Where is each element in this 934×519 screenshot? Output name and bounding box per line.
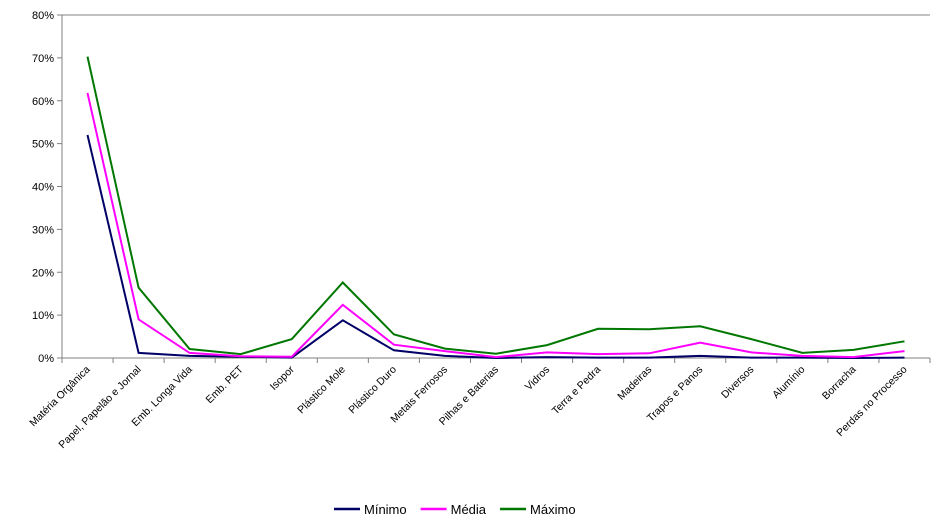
x-axis-ticks: [61, 358, 931, 363]
x-category-label: Borracha: [820, 364, 859, 403]
y-tick-label: 0%: [38, 353, 54, 365]
series-line-2: [86, 92, 905, 359]
x-category-label: Papel, Papelão e Jornal: [56, 364, 143, 451]
x-category-label: Plástico Mole: [295, 364, 348, 417]
y-tick-label: 70%: [32, 53, 54, 65]
x-category-label: Plástico Duro: [346, 364, 399, 417]
y-tick-label: 80%: [32, 10, 54, 22]
y-tick-label: 10%: [32, 310, 54, 322]
y-tick-label: 40%: [32, 182, 54, 194]
x-category-label: Emb. PET: [204, 363, 247, 406]
series-line-3: [86, 56, 905, 356]
x-category-label: Trapos e Panos: [645, 364, 706, 425]
legend: Mínimo Média Máximo: [334, 502, 576, 517]
series-line-1: [86, 134, 905, 360]
y-tick-label: 60%: [32, 96, 54, 108]
y-tick-label: 20%: [32, 267, 54, 279]
y-tick-label: 50%: [32, 139, 54, 151]
legend-label-3: Máximo: [530, 502, 576, 517]
y-axis-ticks: 0% 10% 20% 30% 40% 50% 60% 70% 80%: [32, 10, 930, 365]
legend-label-1: Mínimo: [364, 502, 407, 517]
legend-label-2: Média: [451, 502, 487, 517]
x-category-label: Terra e Pedra: [550, 364, 604, 418]
x-category-label: Vidros: [523, 364, 552, 393]
x-category-label: Madeiras: [615, 364, 654, 403]
x-category-label: Alumínio: [770, 364, 807, 401]
series-lines: [86, 56, 905, 360]
x-category-label: Isopor: [268, 363, 297, 392]
y-tick-label: 30%: [32, 224, 54, 236]
x-category-label: Diversos: [719, 364, 756, 401]
